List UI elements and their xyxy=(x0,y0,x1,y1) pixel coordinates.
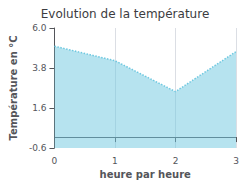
svg-text:6.0: 6.0 xyxy=(32,23,47,33)
svg-text:Evolution de la température: Evolution de la température xyxy=(41,7,210,21)
svg-text:-0.6: -0.6 xyxy=(29,143,47,153)
svg-text:1: 1 xyxy=(112,156,118,166)
svg-text:Température en °C: Température en °C xyxy=(8,35,19,140)
svg-text:heure par heure: heure par heure xyxy=(100,169,191,180)
svg-text:1.6: 1.6 xyxy=(32,103,47,113)
svg-text:3: 3 xyxy=(233,156,239,166)
svg-text:0: 0 xyxy=(52,156,58,166)
svg-text:3.8: 3.8 xyxy=(32,63,47,73)
svg-text:2: 2 xyxy=(173,156,179,166)
